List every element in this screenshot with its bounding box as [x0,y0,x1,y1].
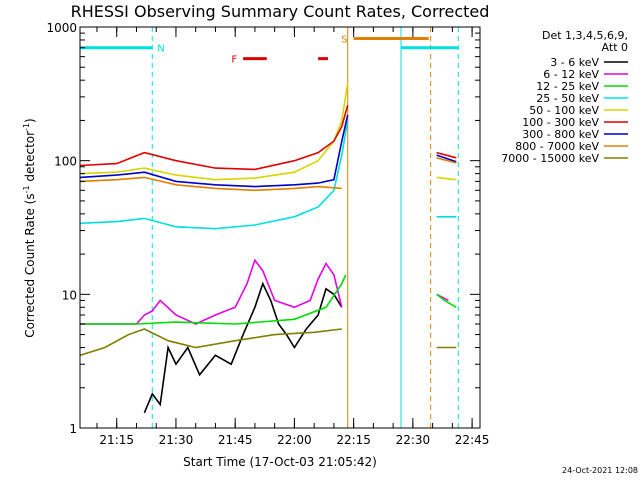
y-tick-label-2: 100 [54,155,77,169]
x-tick-label-6: 22:45 [455,433,490,447]
series-line-4-1 [436,176,457,181]
series-line-2-0 [80,274,347,325]
series-line-6-1 [436,154,457,163]
series-line-7-1 [436,157,457,164]
x-axis-label: Start Time (17-Oct-03 21:05:42) [183,455,377,469]
flag-label-4: S [341,35,347,46]
series-line-3-0 [79,120,349,230]
y-axis-label-sup2: -1 [22,123,31,131]
legend-label-5: 100 - 300 keV [522,116,599,129]
x-tick-label-3: 22:00 [277,433,312,447]
flag-label-0: N [157,44,164,55]
plot-frame [79,26,481,429]
legend-label-8: 7000 - 15000 keV [501,152,599,165]
legend-label-2: 12 - 25 keV [536,80,599,93]
plot-area: N F S [79,27,459,428]
legend-label-0: 3 - 6 keV [550,56,599,69]
axes: 1 10 100 1000 21:15 21:30 21:45 22:00 22:15 22:30… [46,21,489,447]
chart-title: RHESSI Observing Summary Count Rates, Co… [71,2,490,21]
legend-label-3: 25 - 50 keV [536,92,599,105]
series-line-7-0 [79,176,342,192]
legend-header-0: Det 1,3,4,5,6,9, [542,29,628,42]
series-line-5-0 [79,104,349,171]
legend-label-1: 6 - 12 keV [543,68,599,81]
series-line-4-0 [79,83,349,181]
series-line-5-1 [436,151,457,159]
x-tick-label-1: 21:30 [159,433,194,447]
y-axis-label: Corrected Count Rate (s-1 detector-1) [22,118,37,337]
y-axis-label-sup1: -1 [22,185,31,193]
series-line-8-0 [79,328,342,357]
series-line-0-0 [143,281,343,414]
series-line-6-0 [79,114,349,188]
y-axis-label-end: ) [23,118,37,123]
y-axis-label-main: Corrected Count Rate (s [23,193,37,337]
timestamp: 24-Oct-2021 12:08 [562,466,638,475]
legend-label-7: 800 - 7000 keV [515,140,599,153]
series-line-1-0 [80,258,343,325]
x-tick-label-5: 22:30 [396,433,431,447]
y-tick-label-3: 1000 [46,21,77,35]
y-tick-label-1: 10 [62,288,77,302]
legend-label-4: 50 - 100 keV [529,104,599,117]
flag-label-2: F [231,55,237,66]
series-line-2-1 [436,293,457,308]
x-tick-label-2: 21:45 [218,433,253,447]
x-tick-label-4: 22:15 [336,433,371,447]
y-axis-label-mid: detector [23,131,37,186]
y-tick-label-0: 1 [69,422,77,436]
legend-label-6: 300 - 800 keV [522,128,599,141]
x-tick-label-0: 21:15 [99,433,134,447]
legend-header-1: Att 0 [602,41,628,54]
